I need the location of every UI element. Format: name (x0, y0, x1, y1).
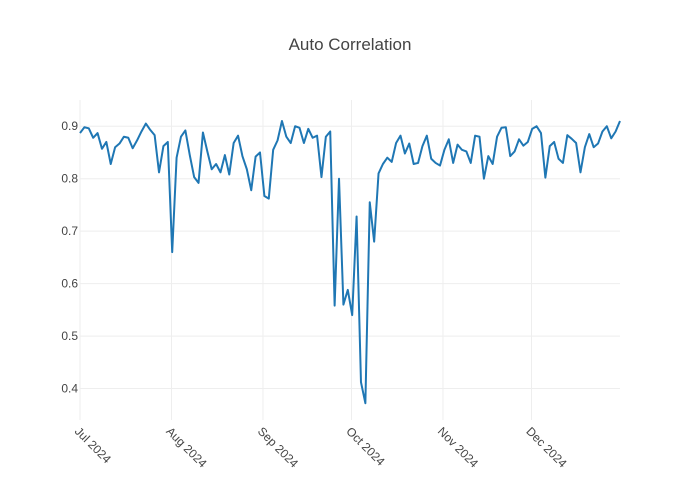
y-tick-label: 0.5 (61, 329, 78, 343)
y-tick-label: 0.4 (61, 382, 78, 396)
x-tick-label: Nov 2024 (435, 424, 481, 470)
x-tick-label: Dec 2024 (523, 424, 569, 470)
x-tick-label: Aug 2024 (163, 424, 209, 470)
x-axis-ticks: Jul 2024 Aug 2024 Sep 2024 Oct 2024 Nov 2024… (72, 424, 570, 470)
chart-title: Auto Correlation (289, 35, 412, 54)
x-tick-label: Sep 2024 (255, 424, 301, 470)
series-line (79, 119, 621, 405)
grid-layer (79, 100, 620, 420)
x-tick-label: Jul 2024 (72, 424, 114, 466)
x-tick-label: Oct 2024 (343, 424, 388, 469)
y-tick-label: 0.8 (61, 172, 78, 186)
y-tick-label: 0.9 (61, 119, 78, 133)
y-tick-label: 0.7 (61, 224, 78, 238)
line-layer (79, 119, 621, 405)
y-axis-ticks: 0.4 0.5 0.6 0.7 0.8 0.9 (61, 119, 78, 395)
y-tick-label: 0.6 (61, 277, 78, 291)
